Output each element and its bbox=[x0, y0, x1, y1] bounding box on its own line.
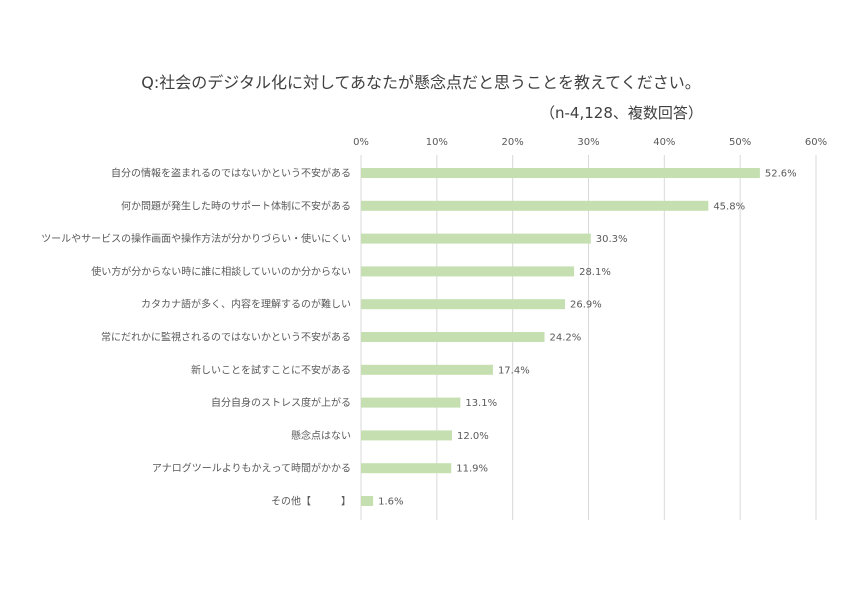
chart-title: Q:社会のデジタル化に対してあなたが懸念点だと思うことを教えてください。 bbox=[141, 73, 701, 92]
category-label: アナログツールよりもかえって時間がかかる bbox=[152, 462, 351, 475]
category-label: 新しいことを試すことに不安がある bbox=[191, 363, 351, 376]
category-label: ツールやサービスの操作画面や操作方法が分かりづらい・使いにくい bbox=[41, 232, 351, 245]
x-tick-label: 20% bbox=[502, 137, 524, 148]
bar bbox=[361, 397, 461, 408]
x-tick-label: 0% bbox=[353, 137, 369, 148]
category-label: 使い方が分からない時に誰に相談していいのか分からない bbox=[91, 265, 351, 278]
x-tick-label: 40% bbox=[653, 137, 675, 148]
bar bbox=[361, 299, 565, 310]
data-label: 26.9% bbox=[570, 300, 602, 311]
data-label: 1.6% bbox=[378, 497, 403, 508]
bar bbox=[361, 332, 545, 342]
x-tick-label: 30% bbox=[577, 137, 599, 148]
data-label: 11.9% bbox=[456, 464, 488, 475]
data-label: 30.3% bbox=[596, 234, 628, 245]
data-label: 28.1% bbox=[579, 267, 611, 278]
data-label: 52.6% bbox=[765, 169, 797, 180]
category-label: 自分自身のストレス度が上がる bbox=[211, 396, 351, 409]
data-label: 45.8% bbox=[713, 201, 745, 212]
bar bbox=[361, 266, 575, 277]
bar bbox=[361, 233, 591, 244]
data-label: 17.4% bbox=[498, 365, 530, 376]
category-label: 何か問題が発生した時のサポート体制に不安がある bbox=[121, 199, 351, 212]
category-label: 懸念点はない bbox=[291, 429, 351, 442]
bar bbox=[361, 496, 374, 506]
bar bbox=[361, 168, 760, 178]
category-label: カタカナ語が多く、内容を理解するのが難しい bbox=[141, 298, 351, 311]
category-label: 常にだれかに監視されるのではないかという不安がある bbox=[101, 331, 351, 344]
bar bbox=[361, 200, 709, 211]
x-tick-label: 10% bbox=[426, 137, 448, 148]
category-label: その他【 】 bbox=[271, 495, 351, 508]
data-label: 24.2% bbox=[550, 333, 582, 344]
category-label: 自分の情報を盗まれるのではないかという不安がある bbox=[111, 167, 351, 180]
data-label: 12.0% bbox=[457, 431, 489, 442]
bar bbox=[361, 463, 452, 474]
x-tick-label: 50% bbox=[729, 137, 751, 148]
bar bbox=[361, 430, 452, 441]
x-tick-label: 60% bbox=[805, 137, 827, 148]
chart-subtitle: （n-4,128、複数回答） bbox=[540, 104, 703, 122]
bar bbox=[361, 364, 493, 375]
data-label: 13.1% bbox=[465, 398, 497, 409]
